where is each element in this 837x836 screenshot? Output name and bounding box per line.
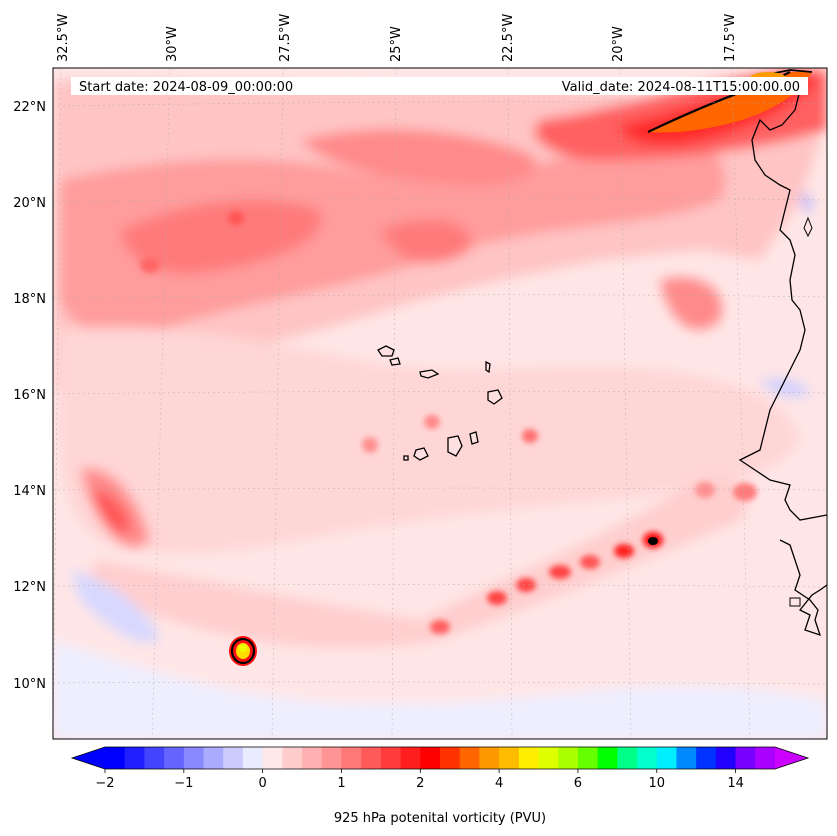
lon-tick-label: 30°W <box>165 26 180 62</box>
lon-tick-label: 22.5°W <box>501 14 516 62</box>
colorbar-tick-label: 0 <box>259 776 267 791</box>
colorbar-tick-label: −1 <box>174 776 193 791</box>
colorbar-ticks: −2 −1 0 1 2 4 6 10 14 <box>95 769 744 791</box>
colorbar-cell <box>282 747 303 769</box>
african-coastline <box>738 89 827 637</box>
map-frame <box>52 67 828 740</box>
lon-tick-label: 20°W <box>611 26 626 62</box>
colorbar-cell <box>459 747 480 769</box>
pv-vortex <box>229 636 257 666</box>
colorbar-cell <box>242 747 264 769</box>
header-box <box>71 77 808 95</box>
colorbar-cell <box>341 747 362 769</box>
map-panel: Start date: 2024-08-09_00:00:00 Valid_da… <box>53 68 827 739</box>
lat-tick-label: 12°N <box>13 580 46 595</box>
graticule <box>53 68 827 739</box>
colorbar-cell <box>755 747 776 769</box>
lat-tick-label: 22°N <box>13 100 46 115</box>
colorbar-over-arrow <box>775 747 808 769</box>
lon-tick-labels: 32.5°W 30°W 27.5°W 25°W 22.5°W 20°W 17.5… <box>56 14 738 62</box>
lat-tick-label: 16°N <box>13 388 46 403</box>
colorbar-cell <box>577 747 599 769</box>
valid-date-label: Valid_date: 2024-08-11T15:00:00.00 <box>562 80 800 95</box>
lat-tick-label: 20°N <box>13 196 46 211</box>
lon-tick-label: 32.5°W <box>56 14 71 62</box>
colorbar-cell <box>105 747 126 769</box>
colorbar-cell <box>164 747 185 769</box>
colorbar-cell <box>380 747 402 769</box>
colorbar-tick-label: 10 <box>648 776 665 791</box>
colorbar-cells <box>105 747 776 769</box>
lon-tick-label: 27.5°W <box>278 14 293 62</box>
lat-tick-label: 10°N <box>13 677 46 692</box>
colorbar-cell <box>203 747 224 769</box>
lat-tick-label: 14°N <box>13 484 46 499</box>
start-date-label: Start date: 2024-08-09_00:00:00 <box>79 80 293 95</box>
colorbar-cell <box>597 747 618 769</box>
colorbar-under-arrow <box>72 747 105 769</box>
colorbar-cell <box>124 747 145 769</box>
colorbar-cell <box>440 747 461 769</box>
colorbar-cell <box>420 747 441 769</box>
colorbar-cell <box>321 747 342 769</box>
colorbar-cell <box>479 747 500 769</box>
colorbar-tick-label: 6 <box>574 776 582 791</box>
cape-verde-islands <box>377 345 503 461</box>
colorbar-cell <box>400 747 421 769</box>
colorbar-tick-label: 4 <box>495 776 503 791</box>
pv-spot-east <box>648 537 658 545</box>
colorbar: −2 −1 0 1 2 4 6 10 14 925 hPa potenital vorticit… <box>70 746 810 826</box>
pv-streak <box>140 211 757 634</box>
colorbar-cell <box>183 747 205 769</box>
colorbar-cell <box>361 747 382 769</box>
lat-tick-labels: 22°N 20°N 18°N 16°N 14°N 12°N 10°N <box>13 100 46 692</box>
lon-tick-label: 17.5°W <box>723 14 738 62</box>
colorbar-cell <box>262 747 283 769</box>
colorbar-label: 925 hPa potenital vorticity (PVU) <box>334 811 546 826</box>
colorbar-cell <box>499 747 520 769</box>
colorbar-cell <box>676 747 697 769</box>
colorbar-cell <box>518 747 540 769</box>
lat-tick-label: 18°N <box>13 292 46 307</box>
colorbar-cell <box>617 747 638 769</box>
lon-tick-label: 25°W <box>389 26 404 62</box>
colorbar-cell <box>715 747 737 769</box>
colorbar-cell <box>696 747 717 769</box>
colorbar-cell <box>144 747 165 769</box>
colorbar-tick-label: −2 <box>95 776 114 791</box>
colorbar-cell <box>637 747 658 769</box>
colorbar-tick-label: 2 <box>416 776 424 791</box>
colorbar-cell <box>538 747 559 769</box>
colorbar-cell <box>656 747 677 769</box>
colorbar-cell <box>558 747 579 769</box>
colorbar-cell <box>223 747 244 769</box>
colorbar-cell <box>735 747 756 769</box>
colorbar-tick-label: 1 <box>337 776 345 791</box>
colorbar-cell <box>302 747 323 769</box>
colorbar-tick-label: 14 <box>727 776 744 791</box>
